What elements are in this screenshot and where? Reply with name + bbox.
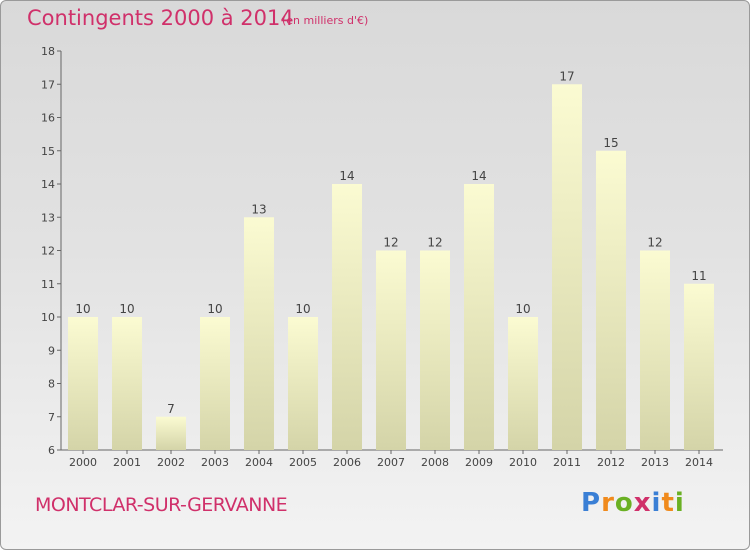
y-tick-label: 6 [48,444,55,457]
bar [68,317,98,450]
y-tick-label: 10 [41,311,55,324]
bar-value-label: 15 [603,136,618,150]
bar-value-label: 10 [119,302,134,316]
y-tick-label: 9 [48,344,55,357]
bar [464,184,494,450]
bar-value-label: 12 [647,236,662,250]
y-tick-label: 14 [41,178,55,191]
x-tick-label: 2000 [69,456,97,469]
x-tick-label: 2008 [421,456,449,469]
y-tick-label: 15 [41,145,55,158]
bar-value-label: 13 [251,202,266,216]
y-tick-label: 18 [41,45,55,58]
x-tick-label: 2009 [465,456,493,469]
x-tick-label: 2002 [157,456,185,469]
chart-subtitle: (en milliers d'€) [282,14,369,27]
bar-value-label: 12 [383,236,398,250]
x-tick-label: 2004 [245,456,273,469]
x-tick-label: 2012 [597,456,625,469]
bar [156,416,186,450]
x-tick-label: 2010 [509,456,537,469]
bar-value-label: 10 [515,302,530,316]
y-tick-label: 12 [41,245,55,258]
y-tick-label: 16 [41,112,55,125]
x-tick-label: 2013 [641,456,669,469]
bar-value-label: 7 [167,402,175,416]
bar [552,84,582,450]
x-tick-label: 2003 [201,456,229,469]
bar [332,184,362,450]
x-tick-label: 2001 [113,456,141,469]
x-tick-label: 2005 [289,456,317,469]
bar-value-label: 17 [559,69,574,83]
commune-name: MONTCLAR-SUR-GERVANNE [35,494,288,516]
y-tick-label: 8 [48,378,55,391]
x-tick-label: 2014 [685,456,713,469]
y-tick-label: 11 [41,278,55,291]
bar [200,317,230,450]
bar [684,283,714,450]
bar [376,250,406,450]
x-tick-label: 2011 [553,456,581,469]
bar-value-label: 12 [427,236,442,250]
bar-value-label: 10 [75,302,90,316]
bar-value-label: 10 [295,302,310,316]
bar-value-label: 14 [471,169,486,183]
x-tick-label: 2007 [377,456,405,469]
bar [596,150,626,450]
bar [640,250,670,450]
bar [112,317,142,450]
bar-value-label: 11 [691,269,706,283]
x-tick-label: 2006 [333,456,361,469]
bar-value-label: 14 [339,169,354,183]
bar [288,317,318,450]
bar [508,317,538,450]
bar [420,250,450,450]
bar-value-label: 10 [207,302,222,316]
chart-title: Contingents 2000 à 2014 [27,6,294,30]
bar [244,217,274,450]
y-tick-label: 13 [41,211,55,224]
y-tick-label: 17 [41,78,55,91]
proxiti-logo[interactable]: Proxiti [581,488,685,518]
y-tick-label: 7 [48,411,55,424]
